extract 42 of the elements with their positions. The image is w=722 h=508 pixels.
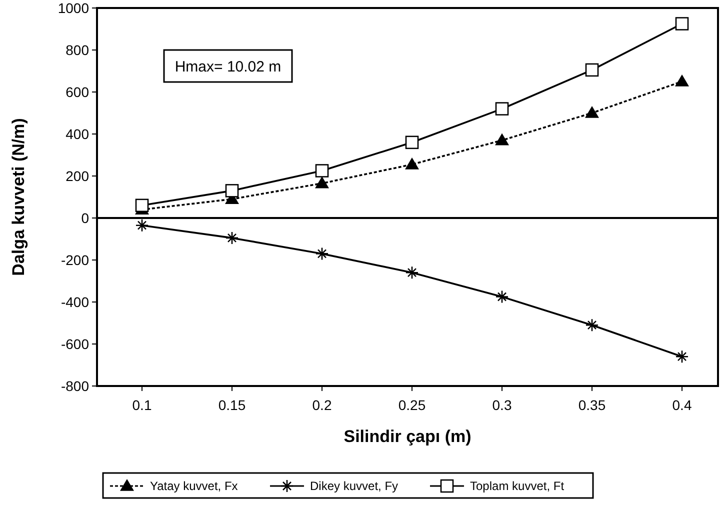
point [405, 157, 419, 170]
y-tick-label: 800 [66, 42, 90, 58]
x-tick-label: 0.1 [132, 397, 152, 413]
y-tick-label: -400 [60, 294, 90, 310]
point [495, 102, 509, 116]
y-tick-label: 600 [66, 84, 90, 100]
point [675, 74, 689, 86]
annotation: Hmax= 10.02 m [174, 58, 282, 76]
point [495, 133, 509, 146]
point [585, 318, 599, 332]
y-tick-label: -600 [60, 336, 90, 352]
x-tick-label: 0.15 [218, 397, 246, 413]
point [405, 266, 419, 280]
y-axis-title: Dalga kuvveti (N/m) [9, 118, 28, 276]
point [585, 63, 599, 77]
point [135, 218, 149, 232]
point [315, 164, 329, 178]
point [135, 198, 149, 212]
point [675, 17, 689, 30]
point [405, 136, 419, 150]
legend-label: Dikey kuvvet, Fy [310, 479, 398, 494]
point [225, 231, 239, 245]
point [585, 106, 599, 118]
x-axis-title: Silindir çapı (m) [344, 427, 472, 446]
x-tick-label: 0.25 [398, 397, 426, 413]
y-tick-label: -200 [60, 252, 90, 268]
y-tick-label: 1000 [58, 0, 90, 16]
x-tick-label: 0.3 [492, 397, 512, 413]
y-tick-label: 200 [66, 168, 90, 184]
x-tick-label: 0.35 [578, 397, 606, 413]
point [675, 350, 689, 364]
y-tick-label: 400 [66, 126, 90, 142]
legend-label: Toplam kuvvet, Ft [470, 479, 565, 494]
y-tick-label: 0 [81, 210, 90, 226]
y-tick-label: -800 [60, 378, 90, 394]
point [495, 290, 509, 304]
x-tick-label: 0.4 [672, 397, 692, 413]
point [315, 176, 329, 188]
point [225, 184, 239, 198]
legend-label: Yatay kuvvet, Fx [150, 479, 238, 494]
point [315, 247, 329, 260]
x-tick-label: 0.2 [312, 397, 332, 413]
